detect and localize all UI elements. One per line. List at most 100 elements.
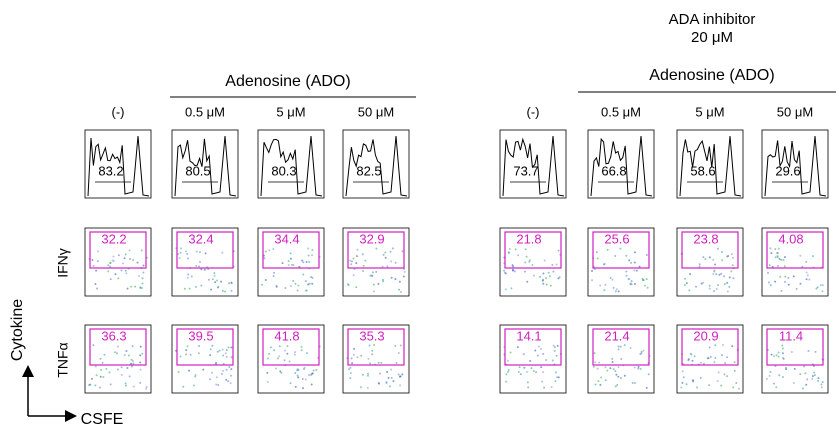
dot-plot-frame	[499, 324, 567, 394]
event-dot	[278, 345, 281, 348]
cytokine-gate	[262, 231, 320, 269]
event-dot	[524, 261, 527, 264]
column-label: 0.5 μM	[601, 104, 641, 119]
event-dot	[691, 359, 694, 362]
event-dot	[307, 247, 310, 250]
event-dot	[198, 344, 201, 347]
event-dot	[124, 253, 127, 256]
event-dot	[633, 251, 636, 254]
event-dot	[394, 278, 397, 281]
event-dot	[774, 248, 777, 251]
event-dot	[514, 248, 517, 251]
event-dot	[141, 277, 144, 280]
event-dot	[640, 350, 643, 353]
event-dot	[308, 260, 311, 263]
event-dot	[507, 368, 510, 371]
event-dot	[194, 375, 197, 378]
event-dot	[731, 264, 734, 267]
event-dot	[509, 351, 512, 354]
event-dot	[390, 260, 393, 263]
event-dot	[139, 286, 142, 289]
event-dot	[304, 280, 307, 283]
event-dot	[689, 352, 692, 355]
event-dot	[525, 370, 528, 373]
event-dot	[695, 386, 698, 389]
event-dot	[549, 284, 552, 287]
proliferation-value: 82.5	[356, 163, 381, 178]
event-dot	[813, 371, 816, 374]
event-dot	[596, 257, 599, 260]
event-dot	[182, 385, 185, 388]
cytokine-gate	[176, 328, 234, 366]
event-dot	[767, 281, 770, 284]
event-dot	[817, 377, 820, 380]
event-dot	[142, 271, 145, 274]
event-dot	[367, 357, 370, 360]
event-dot	[619, 377, 622, 380]
event-dot	[311, 372, 314, 375]
event-dot	[523, 270, 526, 273]
event-dot	[804, 372, 807, 375]
event-dot	[294, 351, 297, 354]
event-dot	[91, 377, 94, 380]
event-dot	[787, 276, 790, 279]
event-dot	[107, 270, 110, 273]
event-dot	[528, 259, 531, 262]
event-dot	[113, 351, 116, 354]
event-dot	[730, 253, 733, 256]
event-dot	[198, 265, 201, 268]
event-dot	[402, 275, 405, 278]
event-dot	[617, 345, 620, 348]
event-dot	[384, 251, 387, 254]
event-dot	[793, 367, 796, 370]
event-dot	[771, 265, 774, 268]
cytokine-gate	[592, 328, 650, 366]
proliferation-value: 29.6	[775, 163, 800, 178]
event-dot	[770, 353, 773, 356]
event-dot	[289, 257, 292, 260]
histogram-frame	[257, 129, 325, 199]
event-dot	[600, 376, 603, 379]
event-dot	[723, 283, 726, 286]
event-dot	[685, 383, 688, 386]
event-dot	[557, 376, 560, 379]
event-dot	[772, 382, 775, 385]
event-dot	[517, 370, 520, 373]
event-dot	[263, 257, 266, 260]
event-dot	[310, 383, 313, 386]
event-dot	[276, 357, 279, 360]
event-dot	[591, 269, 594, 272]
event-dot	[531, 264, 534, 267]
event-dot	[385, 381, 388, 384]
event-dot	[630, 280, 633, 283]
event-dot	[349, 371, 352, 374]
event-dot	[595, 251, 598, 254]
event-dot	[712, 273, 715, 276]
event-dot	[296, 289, 299, 292]
event-dot	[702, 362, 705, 365]
event-dot	[399, 384, 402, 387]
cytokine-value: 36.3	[101, 328, 126, 343]
event-dot	[735, 382, 738, 385]
cytokine-gate	[89, 231, 147, 269]
event-dot	[177, 370, 180, 373]
event-dot	[782, 357, 785, 360]
event-dot	[349, 377, 352, 380]
event-dot	[633, 282, 636, 285]
event-dot	[507, 251, 510, 254]
event-dot	[807, 350, 810, 353]
event-dot	[230, 356, 233, 359]
cytokine-gate	[176, 231, 234, 269]
event-dot	[733, 361, 736, 364]
event-dot	[228, 366, 231, 369]
event-dot	[216, 279, 219, 282]
event-dot	[203, 268, 206, 271]
event-dot	[131, 359, 134, 362]
histogram-frame	[761, 129, 829, 199]
event-dot	[359, 386, 362, 389]
event-dot	[394, 344, 397, 347]
event-dot	[99, 375, 102, 378]
event-dot	[599, 284, 602, 287]
event-dot	[382, 280, 385, 283]
event-dot	[183, 287, 186, 290]
